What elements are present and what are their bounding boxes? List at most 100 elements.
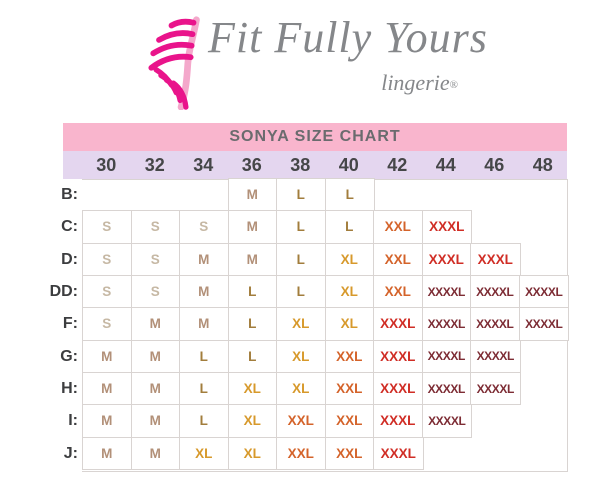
registered-mark: ® bbox=[449, 79, 458, 91]
size-cell: M bbox=[83, 340, 132, 372]
size-chart: SONYA SIZE CHART 30 32 34 36 38 40 42 44 46 48 B:… bbox=[40, 123, 569, 472]
band-size-42: 42 bbox=[387, 154, 408, 175]
size-cell: M bbox=[180, 275, 229, 308]
size-cell: L bbox=[277, 243, 326, 275]
size-cell: M bbox=[132, 372, 180, 405]
brand-tagline-text: lingerie bbox=[381, 70, 450, 95]
size-cell: M bbox=[180, 308, 229, 340]
size-cell: XXL bbox=[374, 211, 423, 243]
row-cells: S S M M L XL XXL XXXL XXXL bbox=[82, 242, 521, 276]
size-cell: S bbox=[180, 211, 229, 243]
row-label: D: bbox=[61, 250, 78, 268]
row-i: I: M M L XL XXL XXL XXXL XXXXL bbox=[40, 404, 567, 438]
size-cell: S bbox=[132, 275, 180, 308]
row-b: B: M L L bbox=[40, 178, 567, 212]
band-size-30: 30 bbox=[96, 154, 117, 175]
size-cell: M bbox=[229, 211, 277, 243]
size-cell: XXL bbox=[277, 405, 326, 437]
row-label: C: bbox=[61, 218, 78, 236]
size-cell: XXXL bbox=[477, 251, 513, 267]
size-cell: L bbox=[277, 211, 326, 243]
size-cell: M bbox=[83, 405, 132, 437]
row-cells: S S S M L L XXL XXXL bbox=[82, 210, 472, 244]
row-cells: M M L XL XL XXL XXXL XXXXL XXXXL bbox=[82, 371, 521, 406]
size-cell: M bbox=[132, 437, 180, 469]
band-size-header: 30 32 34 36 38 40 42 44 46 48 bbox=[63, 151, 567, 179]
size-cell: XXXXL bbox=[471, 308, 520, 340]
size-cell: XXXL bbox=[374, 372, 423, 405]
size-cell: XXL bbox=[374, 243, 423, 275]
size-cell: M bbox=[180, 243, 229, 275]
row-cells: M M L L XL XXL XXXL XXXXL XXXXL bbox=[82, 339, 521, 373]
row-dd: DD: S S M L L XL XXL XXXXL XXXXL XXXXL bbox=[40, 274, 569, 309]
size-cell: XL bbox=[229, 437, 277, 469]
size-cell: XXXXL bbox=[423, 308, 471, 340]
size-cell: M bbox=[229, 243, 277, 275]
size-cell: M bbox=[132, 308, 180, 340]
brand-tagline: lingerie® bbox=[381, 70, 458, 96]
band-size-38: 38 bbox=[290, 154, 311, 175]
band-size-32: 32 bbox=[144, 154, 165, 175]
row-cells: S S M L L XL XXL XXXXL XXXXL XXXXL bbox=[82, 274, 569, 309]
row-cells: S M M L XL XL XXXL XXXXL XXXXL XXXXL bbox=[82, 307, 569, 341]
size-cell: XXL bbox=[374, 275, 423, 308]
size-cell: XXXXL bbox=[525, 316, 563, 331]
size-cell: XL bbox=[277, 372, 326, 405]
size-cell: XXXL bbox=[374, 405, 423, 437]
row-f: F: S M M L XL XL XXXL XXXXL XXXXL XXXXL bbox=[40, 307, 569, 341]
row-label: J: bbox=[63, 444, 78, 462]
size-cell: L bbox=[277, 179, 326, 211]
row-label: I: bbox=[68, 412, 78, 430]
row-label: DD: bbox=[49, 283, 78, 301]
size-cell: M bbox=[83, 437, 132, 469]
row-cells: M M XL XL XXL XXL XXXL bbox=[82, 436, 424, 470]
size-cell: XXXL bbox=[423, 243, 471, 275]
band-size-36: 36 bbox=[241, 154, 262, 175]
size-cell: XXXXL bbox=[525, 284, 563, 299]
size-cell: L bbox=[229, 340, 277, 372]
band-size-46: 46 bbox=[484, 154, 505, 175]
size-cell: XXL bbox=[326, 372, 374, 405]
size-cell: XXL bbox=[277, 437, 326, 469]
size-cell: XXL bbox=[326, 405, 374, 437]
row-j: J: M M XL XL XXL XXL XXXL bbox=[40, 436, 567, 470]
brand-name: Fit Fully Yours bbox=[208, 13, 488, 62]
row-label: H: bbox=[61, 380, 78, 398]
size-cell: L bbox=[180, 340, 229, 372]
size-cell: S bbox=[132, 243, 180, 275]
size-cell: XXXXL bbox=[423, 372, 471, 405]
size-cell: XL bbox=[326, 308, 374, 340]
size-cell: XL bbox=[326, 275, 374, 308]
row-label: G: bbox=[60, 347, 78, 365]
size-cell: L bbox=[229, 275, 277, 308]
size-cell: XXXL bbox=[429, 219, 465, 235]
row-cells: M M L XL XXL XXL XXXL XXXXL bbox=[82, 404, 472, 438]
size-cell: XXXL bbox=[374, 340, 423, 372]
size-cell: S bbox=[83, 308, 132, 340]
band-size-40: 40 bbox=[338, 154, 359, 175]
size-cell: XL bbox=[229, 405, 277, 437]
size-cell: M bbox=[83, 372, 132, 405]
size-cell: XXL bbox=[326, 437, 374, 469]
row-label: F: bbox=[62, 315, 78, 333]
size-cell: M bbox=[229, 179, 277, 211]
size-cell: XL bbox=[326, 243, 374, 275]
row-d: D: S S M M L XL XXL XXXL XXXL bbox=[40, 242, 567, 276]
size-cell: S bbox=[83, 211, 132, 243]
size-cell: XL bbox=[229, 372, 277, 405]
size-cell: XXXXL bbox=[428, 413, 466, 428]
brand-logo-icon bbox=[148, 16, 200, 110]
size-cell: L bbox=[277, 275, 326, 308]
size-cell: XXXL bbox=[380, 445, 416, 461]
size-cell: XXXXL bbox=[476, 349, 515, 364]
row-h: H: M M L XL XL XXL XXXL XXXXL XXXXL bbox=[40, 371, 567, 406]
size-cell: XXXL bbox=[374, 308, 423, 340]
band-size-48: 48 bbox=[532, 154, 553, 175]
size-cell: L bbox=[345, 187, 354, 203]
chart-title: SONYA SIZE CHART bbox=[63, 123, 567, 151]
size-cell: S bbox=[83, 275, 132, 308]
size-rows: B: M L L C: S S S M L L XXL XXXL D: S S M M L XL XXL XXXL XXXL… bbox=[40, 178, 569, 470]
band-size-34: 34 bbox=[193, 154, 214, 175]
size-cell: XXXXL bbox=[476, 381, 515, 396]
size-cell: XXL bbox=[326, 340, 374, 372]
